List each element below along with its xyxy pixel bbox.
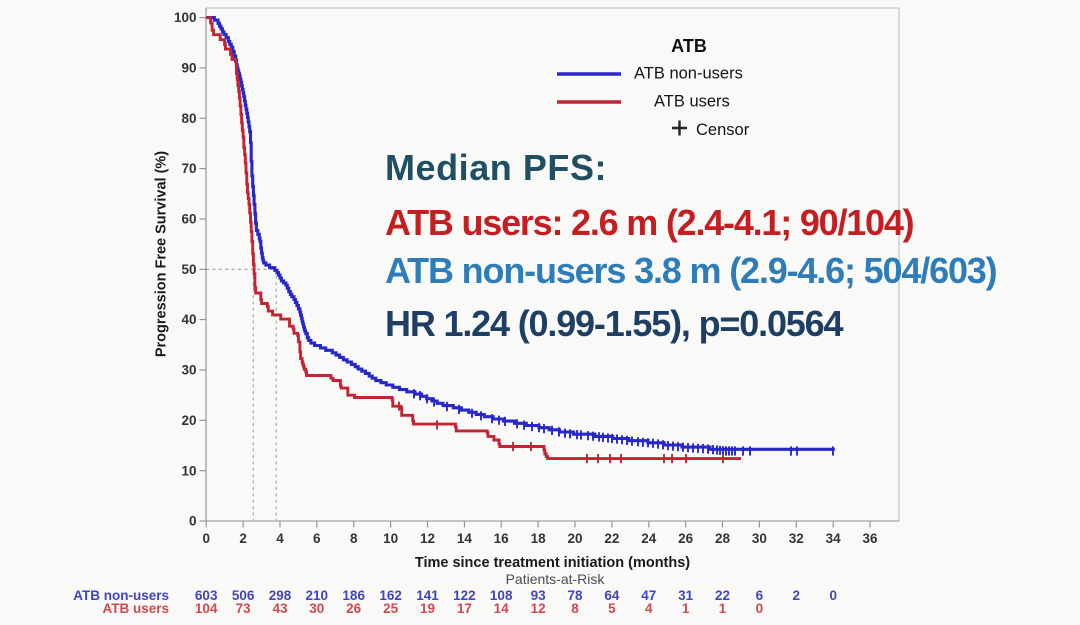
svg-text:14: 14: [494, 601, 510, 616]
svg-text:0: 0: [829, 588, 837, 603]
svg-text:32: 32: [789, 531, 804, 546]
svg-text:162: 162: [379, 588, 402, 603]
svg-text:1: 1: [682, 601, 690, 616]
svg-text:18: 18: [531, 531, 547, 546]
svg-text:8: 8: [571, 601, 579, 616]
svg-text:ATB non-users: ATB non-users: [73, 588, 169, 603]
svg-text:Patients-at-Risk: Patients-at-Risk: [506, 571, 606, 587]
svg-text:40: 40: [181, 312, 196, 327]
svg-text:12: 12: [531, 601, 546, 616]
svg-text:30: 30: [181, 363, 196, 378]
svg-text:210: 210: [306, 588, 329, 603]
svg-text:ATB: ATB: [671, 36, 707, 56]
svg-text:26: 26: [346, 601, 362, 616]
svg-text:8: 8: [350, 531, 358, 546]
svg-text:30: 30: [309, 601, 324, 616]
svg-text:104: 104: [195, 601, 218, 616]
svg-text:100: 100: [174, 10, 197, 25]
svg-text:20: 20: [181, 413, 196, 428]
svg-text:Time since treatment initiatio: Time since treatment initiation (months): [415, 555, 690, 571]
svg-text:80: 80: [181, 111, 196, 126]
svg-text:1: 1: [719, 601, 727, 616]
svg-text:5: 5: [608, 601, 616, 616]
svg-text:0: 0: [202, 531, 210, 546]
svg-text:78: 78: [567, 588, 583, 603]
svg-text:16: 16: [494, 531, 510, 546]
svg-text:ATB users: ATB users: [102, 601, 169, 616]
svg-text:22: 22: [604, 531, 619, 546]
svg-text:4: 4: [645, 601, 653, 616]
svg-text:0: 0: [756, 601, 764, 616]
svg-text:47: 47: [641, 588, 656, 603]
svg-text:122: 122: [453, 588, 476, 603]
svg-text:14: 14: [457, 531, 473, 546]
svg-text:186: 186: [342, 588, 365, 603]
svg-text:6: 6: [756, 588, 764, 603]
svg-text:108: 108: [490, 588, 513, 603]
svg-text:43: 43: [272, 601, 288, 616]
svg-text:70: 70: [181, 161, 196, 176]
svg-text:64: 64: [604, 588, 620, 603]
svg-text:73: 73: [236, 601, 252, 616]
svg-text:2: 2: [793, 588, 801, 603]
svg-text:10: 10: [181, 463, 196, 478]
svg-text:36: 36: [862, 531, 878, 546]
svg-text:24: 24: [641, 531, 657, 546]
svg-text:34: 34: [826, 531, 842, 546]
svg-text:20: 20: [567, 531, 582, 546]
svg-text:26: 26: [678, 531, 694, 546]
svg-text:50: 50: [181, 262, 196, 277]
svg-text:31: 31: [678, 588, 694, 603]
svg-text:60: 60: [181, 212, 196, 227]
svg-text:17: 17: [457, 601, 472, 616]
svg-text:25: 25: [383, 601, 399, 616]
svg-text:12: 12: [420, 531, 435, 546]
svg-text:0: 0: [189, 514, 197, 529]
svg-text:90: 90: [181, 61, 196, 76]
svg-text:2: 2: [239, 531, 247, 546]
svg-text:Progression Free Survival (%): Progression Free Survival (%): [154, 151, 170, 357]
svg-text:141: 141: [416, 588, 439, 603]
svg-text:4: 4: [276, 531, 284, 546]
svg-text:30: 30: [752, 531, 767, 546]
svg-text:603: 603: [195, 588, 218, 603]
svg-text:506: 506: [232, 588, 255, 603]
svg-text:10: 10: [383, 531, 398, 546]
svg-text:28: 28: [715, 531, 731, 546]
svg-text:298: 298: [269, 588, 292, 603]
svg-text:22: 22: [715, 588, 730, 603]
svg-text:6: 6: [313, 531, 321, 546]
svg-text:ATB non-users: ATB non-users: [634, 65, 743, 83]
svg-text:93: 93: [531, 588, 547, 603]
svg-text:Censor: Censor: [696, 121, 750, 139]
svg-text:ATB users: ATB users: [654, 93, 730, 111]
svg-text:19: 19: [420, 601, 435, 616]
